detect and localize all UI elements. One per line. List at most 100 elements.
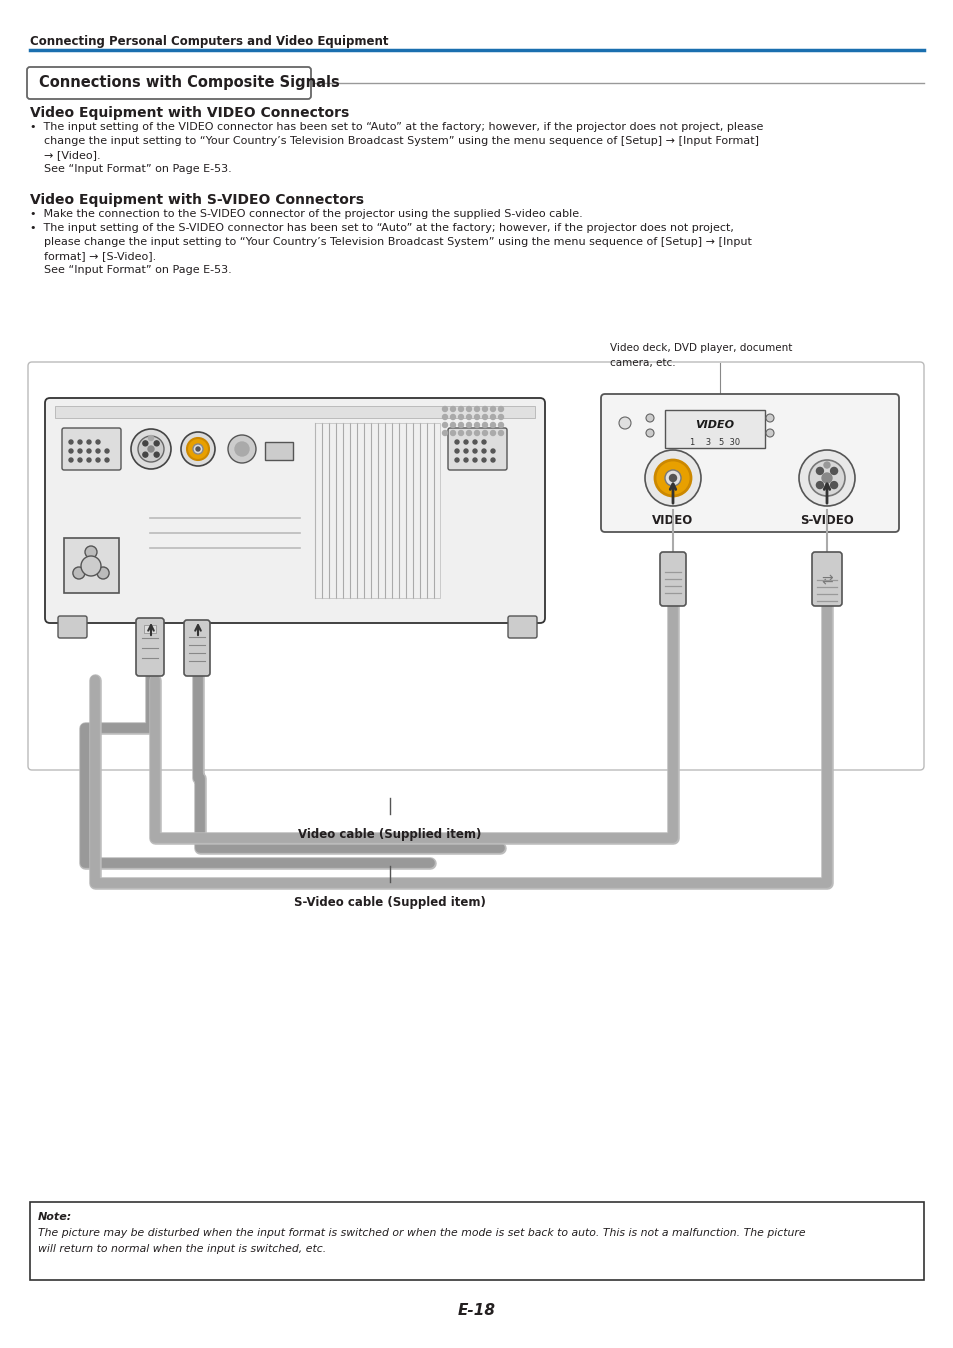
Text: 1    3   5  30: 1 3 5 30 [689, 438, 740, 448]
Circle shape [664, 470, 680, 487]
Circle shape [473, 439, 476, 443]
Circle shape [442, 422, 447, 427]
FancyBboxPatch shape [58, 616, 87, 638]
Circle shape [481, 449, 485, 453]
Bar [314, 423, 439, 599]
Text: ⇄: ⇄ [821, 573, 832, 586]
Circle shape [455, 439, 458, 443]
Circle shape [463, 449, 468, 453]
Circle shape [466, 414, 471, 419]
Text: E-18: E-18 [457, 1304, 496, 1318]
Circle shape [96, 439, 100, 443]
Circle shape [154, 452, 159, 457]
Circle shape [450, 422, 455, 427]
Text: S-Video cable (Suppled item): S-Video cable (Suppled item) [294, 896, 485, 909]
Circle shape [87, 458, 91, 462]
Circle shape [78, 449, 82, 453]
Circle shape [149, 435, 153, 441]
Circle shape [765, 414, 773, 422]
Circle shape [463, 439, 468, 443]
Circle shape [442, 414, 447, 419]
Circle shape [143, 452, 148, 457]
Bar [144, 625, 156, 634]
Circle shape [69, 449, 73, 453]
Circle shape [491, 458, 495, 462]
Circle shape [466, 430, 471, 435]
Circle shape [97, 568, 109, 580]
Circle shape [466, 422, 471, 427]
Text: •  The input setting of the VIDEO connector has been set to “Auto” at the factor: • The input setting of the VIDEO connect… [30, 123, 762, 132]
Circle shape [228, 435, 255, 462]
Circle shape [154, 441, 159, 446]
FancyBboxPatch shape [448, 429, 506, 470]
Text: See “Input Format” on Page E-53.: See “Input Format” on Page E-53. [30, 266, 232, 275]
Circle shape [105, 458, 109, 462]
Circle shape [474, 414, 479, 419]
Circle shape [474, 430, 479, 435]
Circle shape [498, 414, 503, 419]
Bar [265, 442, 293, 460]
Circle shape [187, 438, 209, 460]
Circle shape [87, 449, 91, 453]
Circle shape [193, 443, 203, 454]
Circle shape [473, 458, 476, 462]
Circle shape [69, 439, 73, 443]
Circle shape [498, 430, 503, 435]
FancyBboxPatch shape [184, 620, 210, 675]
Text: Video Equipment with S-VIDEO Connectors: Video Equipment with S-VIDEO Connectors [30, 193, 364, 208]
Circle shape [181, 431, 214, 466]
Text: Connecting Personal Computers and Video Equipment: Connecting Personal Computers and Video … [30, 35, 388, 49]
Circle shape [498, 422, 503, 427]
Circle shape [458, 430, 463, 435]
Circle shape [765, 429, 773, 437]
Text: S-VIDEO: S-VIDEO [800, 514, 853, 527]
Circle shape [105, 449, 109, 453]
Circle shape [482, 422, 487, 427]
Circle shape [78, 439, 82, 443]
Text: VIDEO: VIDEO [695, 421, 734, 430]
Circle shape [490, 414, 495, 419]
Text: •  The input setting of the S-VIDEO connector has been set to “Auto” at the fact: • The input setting of the S-VIDEO conne… [30, 222, 733, 233]
Circle shape [143, 441, 148, 446]
Circle shape [463, 458, 468, 462]
Bar [64, 538, 119, 593]
Circle shape [830, 481, 837, 488]
Circle shape [458, 407, 463, 411]
Text: See “Input Format” on Page E-53.: See “Input Format” on Page E-53. [30, 164, 232, 174]
Circle shape [491, 449, 495, 453]
Circle shape [669, 474, 676, 481]
Text: VIDEO: VIDEO [652, 514, 693, 527]
Circle shape [69, 458, 73, 462]
Circle shape [474, 422, 479, 427]
Circle shape [442, 430, 447, 435]
Circle shape [481, 439, 485, 443]
Circle shape [799, 450, 854, 506]
Bar [664, 410, 764, 448]
Circle shape [81, 555, 101, 576]
Text: change the input setting to “Your Country’s Television Broadcast System” using t: change the input setting to “Your Countr… [30, 136, 759, 146]
Circle shape [490, 430, 495, 435]
Circle shape [450, 407, 455, 411]
Circle shape [131, 429, 171, 469]
Circle shape [490, 422, 495, 427]
Circle shape [458, 414, 463, 419]
Text: Note:: Note: [38, 1212, 72, 1223]
Circle shape [85, 546, 97, 558]
FancyBboxPatch shape [45, 398, 544, 623]
Circle shape [482, 430, 487, 435]
Circle shape [816, 481, 822, 488]
Circle shape [498, 407, 503, 411]
Circle shape [644, 450, 700, 506]
Text: please change the input setting to “Your Country’s Television Broadcast System” : please change the input setting to “Your… [30, 237, 751, 247]
Circle shape [442, 407, 447, 411]
Circle shape [455, 458, 458, 462]
FancyBboxPatch shape [136, 617, 164, 675]
Circle shape [490, 407, 495, 411]
Circle shape [808, 460, 844, 496]
Circle shape [450, 414, 455, 419]
Text: camera, etc.: camera, etc. [609, 359, 675, 368]
Circle shape [473, 449, 476, 453]
Text: will return to normal when the input is switched, etc.: will return to normal when the input is … [38, 1244, 326, 1254]
Circle shape [655, 460, 690, 496]
Bar [55, 406, 535, 418]
